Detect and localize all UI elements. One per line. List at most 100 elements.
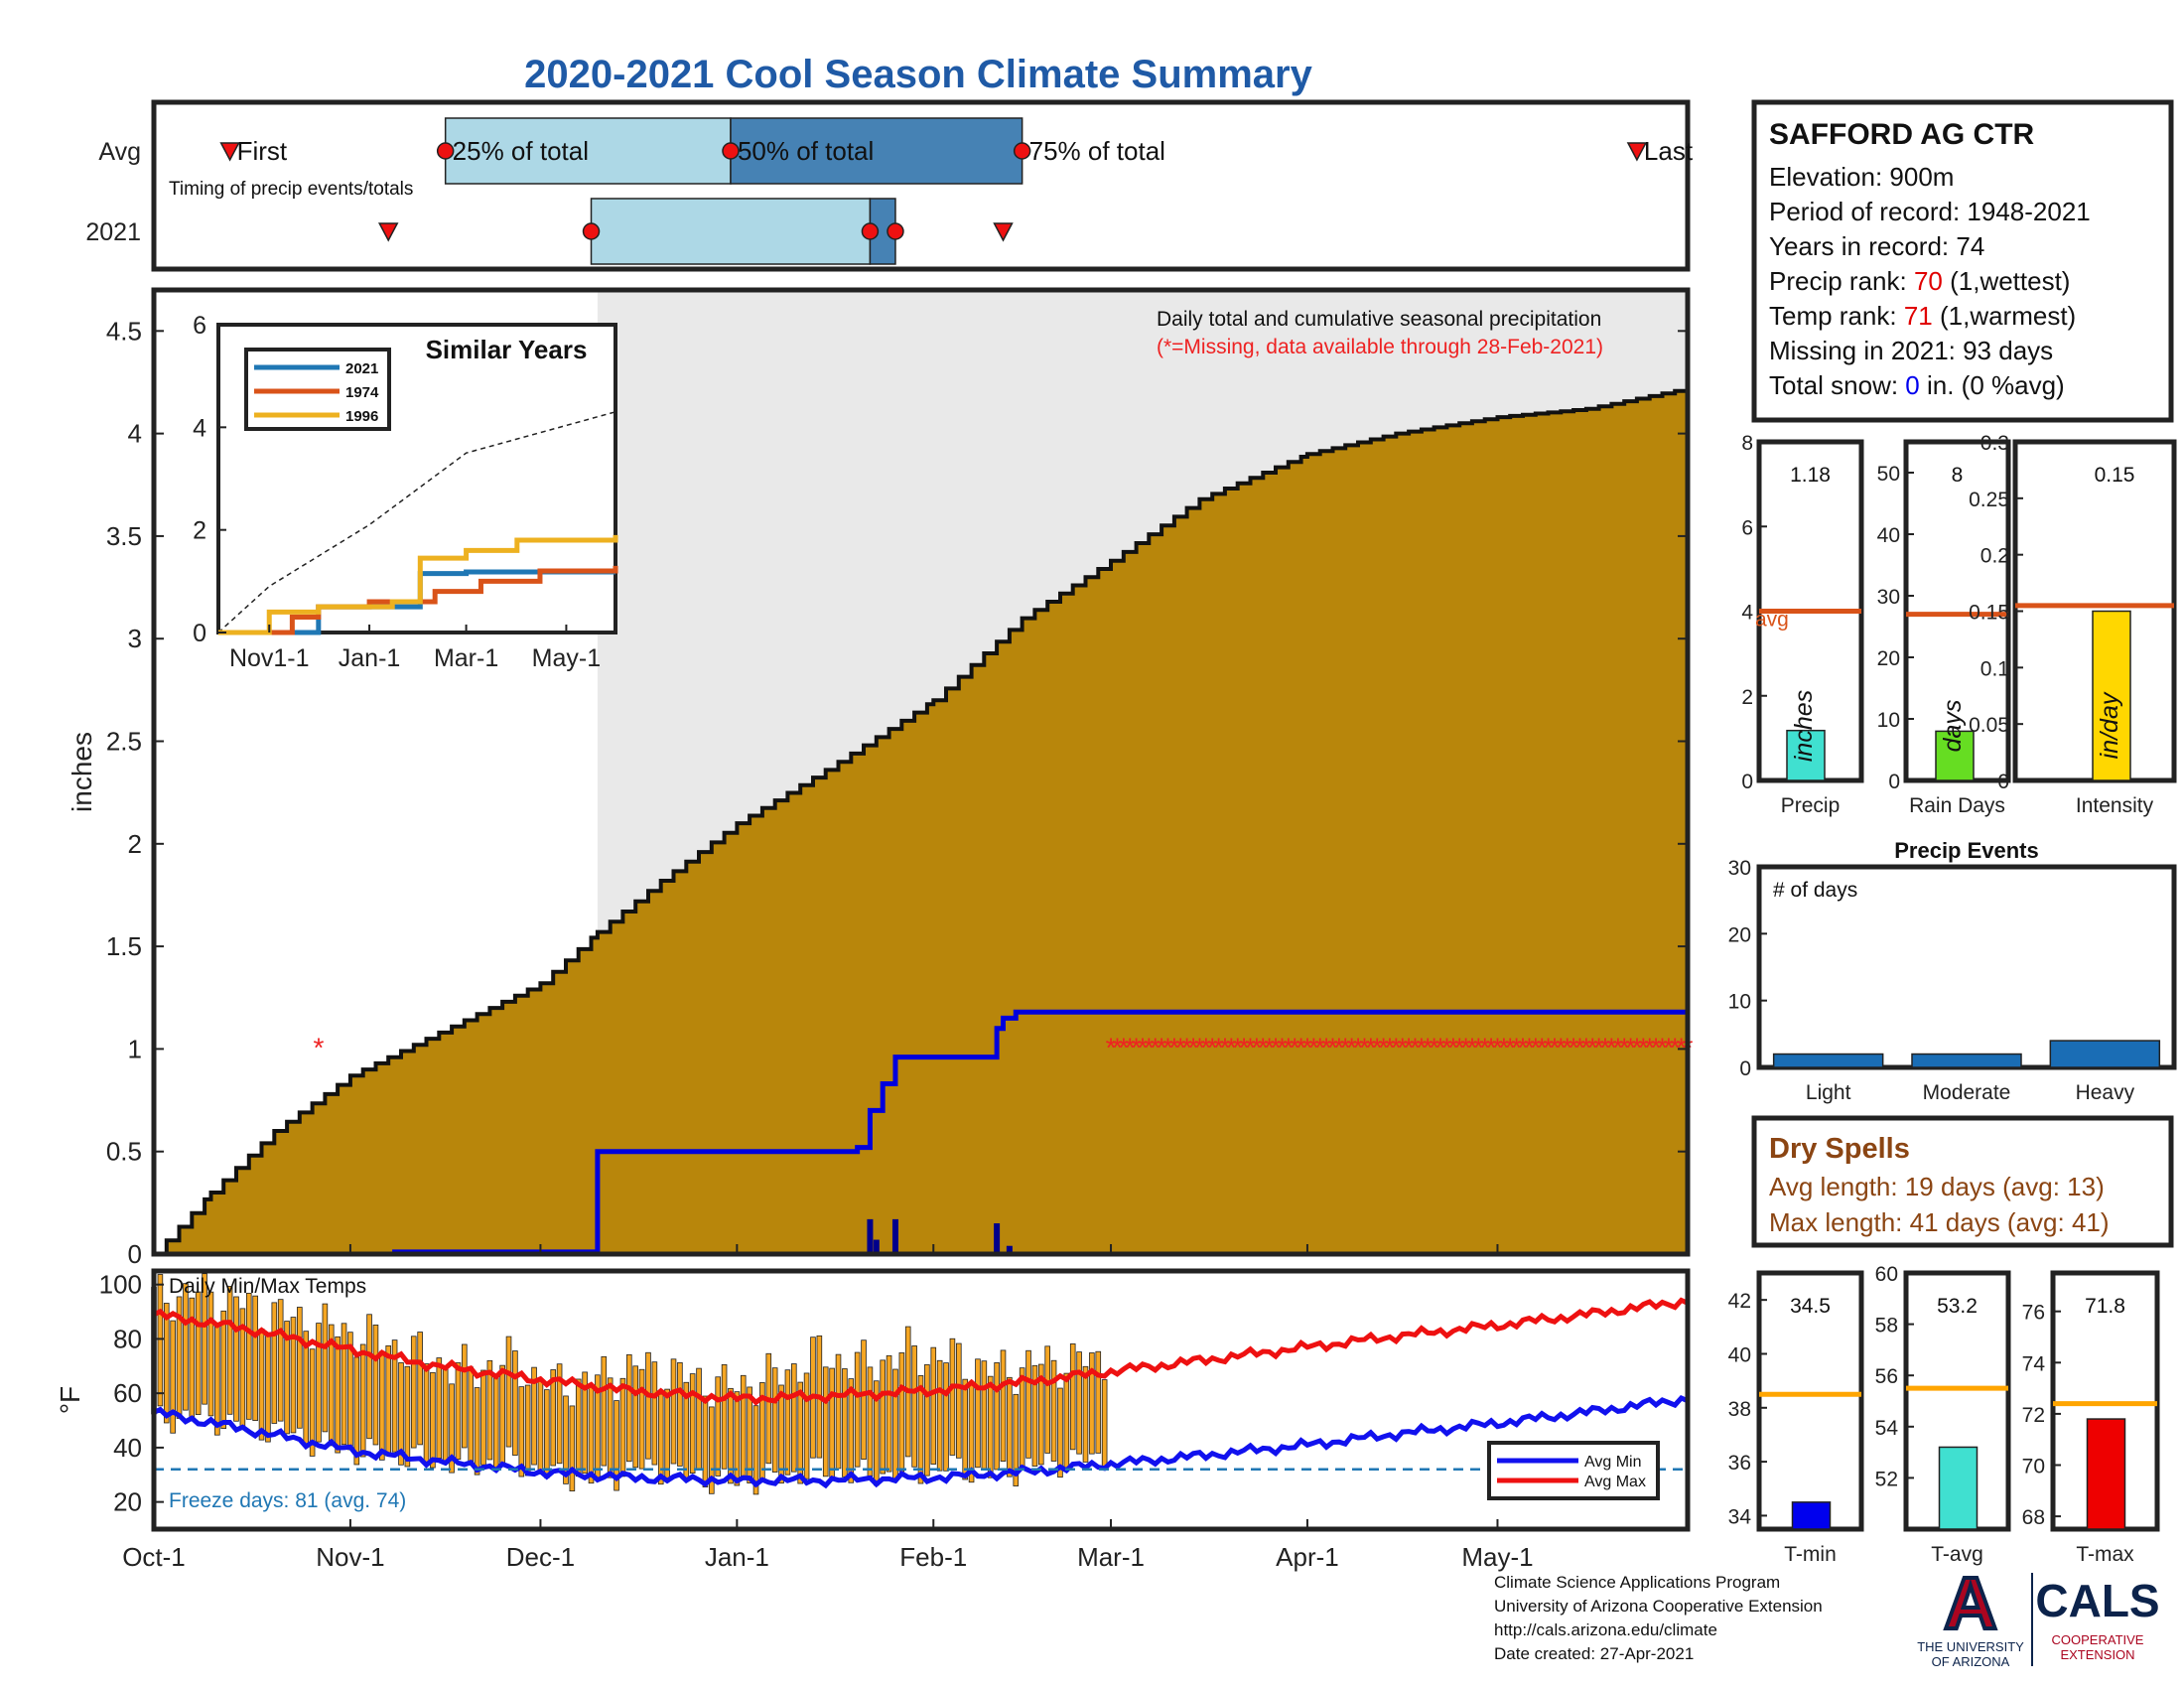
daily-temp-range-bar: [417, 1332, 423, 1446]
precip_total-category-label: Precip: [1781, 794, 1841, 817]
missing-marker: *: [1150, 1032, 1160, 1062]
rain_days-y-tick-label: 20: [1877, 647, 1900, 670]
precip_total-y-tick-label: 8: [1741, 432, 1753, 455]
events-title: Precip Events: [1894, 838, 2039, 863]
temp-panel-value-label: 34.5: [1790, 1295, 1831, 1318]
missing-marker: *: [1505, 1032, 1516, 1062]
main-frame: [151, 287, 1691, 1257]
daily-temp-range-bar: [803, 1372, 810, 1479]
missing-marker: *: [1606, 1032, 1617, 1062]
daily-temp-range-bar: [601, 1355, 608, 1467]
temp-panel-y-tick-label: 60: [1875, 1263, 1898, 1286]
inset-legend-label: 1996: [345, 408, 378, 425]
daily-temp-range-bar: [1013, 1393, 1020, 1486]
daily-temp-range-bar: [721, 1363, 728, 1470]
dry-spells-title: Dry Spells: [1769, 1133, 1910, 1165]
temp-rank: Temp rank: 71 (1,warmest): [1769, 301, 2076, 331]
events-inner-label: # of days: [1773, 879, 1857, 902]
intensity-y-tick-label: 0.25: [1969, 489, 2009, 511]
daily-temp-range-bar: [462, 1343, 468, 1449]
temp-panel-value-label: 53.2: [1937, 1295, 1978, 1318]
temp-rank-note: (1,warmest): [1933, 301, 2076, 331]
daily-temp-range-bar: [214, 1322, 220, 1436]
daily-temp-range-bar: [619, 1377, 626, 1477]
snow-label: Total snow:: [1769, 370, 1905, 400]
daily-temp-range-bar: [569, 1405, 576, 1492]
timing-last-marker: [993, 222, 1014, 242]
missing-marker: *: [1663, 1032, 1674, 1062]
station-name: SAFFORD AG CTR: [1769, 118, 2035, 151]
rain_days-value-label: 8: [1952, 464, 1964, 487]
daily-temp-range-bar: [747, 1386, 752, 1483]
rain_days-y-tick-label: 10: [1877, 709, 1900, 732]
timing-box-25-50: [590, 198, 872, 265]
arizona-a-logo: A: [1944, 1567, 1996, 1644]
daily-temp-range-bar: [436, 1357, 443, 1459]
inset-y-tick-label: 4: [193, 414, 206, 442]
missing-marker: *: [1219, 1032, 1230, 1062]
daily-temp-range-bar: [867, 1366, 874, 1477]
temps-y-tick-label: 80: [113, 1324, 142, 1353]
precip_total-y-tick-label: 2: [1741, 686, 1753, 709]
daily-temp-range-bar: [366, 1314, 372, 1440]
missing-marker: *: [1397, 1032, 1408, 1062]
missing-marker: *: [1353, 1032, 1364, 1062]
daily-temp-range-bar: [486, 1359, 493, 1461]
daily-temp-range-bar: [962, 1378, 968, 1480]
daily-temp-range-bar: [936, 1359, 943, 1472]
daily-temp-range-bar: [715, 1376, 722, 1477]
intensity-y-tick-label: 0.3: [1980, 432, 2009, 455]
main-y-tick-label: 3: [128, 624, 142, 653]
missing-marker: *: [1378, 1032, 1389, 1062]
daily-temp-range-bar: [728, 1387, 734, 1484]
footer-credits: Climate Science Applications Program Uni…: [1494, 1571, 1911, 1666]
daily-temp-range-bar: [784, 1369, 791, 1476]
daily-temp-range-bar: [917, 1375, 924, 1484]
missing-marker: *: [1144, 1032, 1155, 1062]
daily-temp-range-bar: [892, 1368, 898, 1481]
daily-temp-range-bar: [207, 1291, 214, 1417]
timing-p75-marker: [1013, 142, 1031, 160]
figure-title: 2020-2021 Cool Season Climate Summary: [524, 53, 1312, 96]
missing-marker: *: [1327, 1032, 1338, 1062]
main-y-axis-label: inches: [67, 732, 97, 812]
daily-temp-range-bar: [752, 1405, 759, 1495]
missing-marker: *: [1258, 1032, 1269, 1062]
temp-panel-y-tick-label: 72: [2022, 1404, 2045, 1427]
missing-marker: *: [1226, 1032, 1237, 1062]
missing-marker: *: [1296, 1032, 1306, 1062]
daily-temp-range-bar: [1069, 1343, 1076, 1451]
daily-precip-bar: [994, 1223, 1001, 1254]
avg-min-line: [153, 1394, 1690, 1489]
station-info-box: SAFFORD AG CTR Elevation: 900m Period of…: [1751, 99, 2174, 423]
missing-marker: *: [1638, 1032, 1649, 1062]
x-tick-label: Apr-1: [1276, 1542, 1339, 1572]
daily-temp-range-bar: [1025, 1349, 1031, 1459]
snow-note: in. (0 %avg): [1920, 370, 2065, 400]
daily-temp-range-bar: [702, 1395, 709, 1487]
temp-panel-y-tick-label: 40: [1728, 1343, 1751, 1366]
x-tick-label: Feb-1: [899, 1542, 967, 1572]
intensity-y-tick-label: 0.1: [1980, 657, 2009, 680]
inset-x-tick-label: Jan-1: [339, 644, 401, 672]
cals-sub-2: EXTENSION: [2060, 1647, 2134, 1662]
temps-legend-box: [1487, 1441, 1660, 1500]
missing-marker: *: [1314, 1032, 1325, 1062]
daily-temp-range-bar: [265, 1332, 271, 1443]
missing-marker: *: [1157, 1032, 1167, 1062]
missing-marker: *: [1447, 1032, 1458, 1062]
timing-p25-marker: [582, 222, 601, 240]
daily-temp-range-bar: [614, 1400, 619, 1491]
precip-rank-value: 70: [1914, 266, 1943, 296]
daily-temp-range-bar: [550, 1369, 557, 1467]
temp-panel-y-tick-label: 58: [1875, 1315, 1898, 1337]
daily-temp-range-bar: [430, 1371, 436, 1469]
daily-temp-range-bar: [1089, 1352, 1095, 1455]
timing-point-label: Last: [1644, 136, 1694, 166]
precip_total-y-tick-label: 0: [1741, 771, 1753, 793]
daily-temp-range-bar: [372, 1325, 379, 1446]
daily-temp-range-bar: [645, 1351, 651, 1460]
precip-rank-label: Precip rank:: [1769, 266, 1914, 296]
temp-panel-y-tick-label: 38: [1728, 1398, 1751, 1421]
snow-value: 0: [1905, 370, 1919, 400]
